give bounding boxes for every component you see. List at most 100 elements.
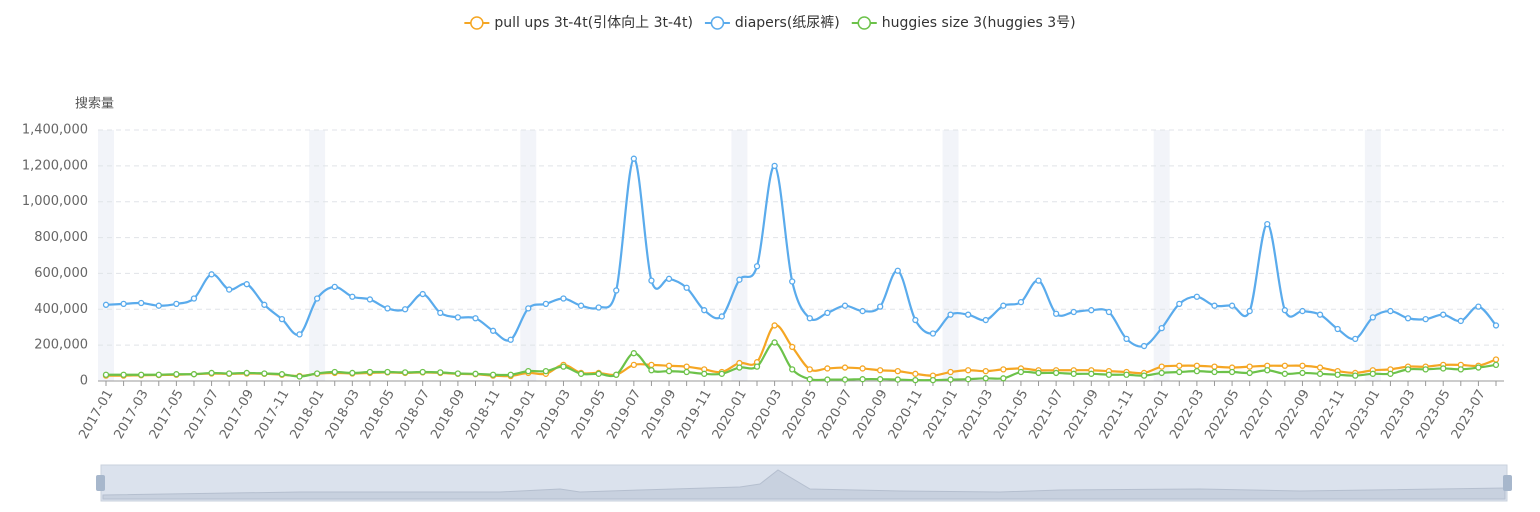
data-point [1264, 367, 1271, 374]
data-point [1211, 302, 1218, 309]
data-point [296, 331, 303, 338]
x-tick-label: 2023-05 [1414, 387, 1454, 442]
x-tick-label: 2021-03 [956, 387, 996, 442]
data-point [489, 327, 497, 334]
data-point [1193, 367, 1201, 375]
data-point [226, 370, 233, 377]
data-point [1070, 308, 1077, 316]
x-tick-label: 2022-01 [1132, 387, 1172, 442]
data-point [155, 371, 162, 378]
data-point [1281, 362, 1289, 369]
x-tick-label: 2023-07 [1449, 387, 1489, 442]
data-point [1193, 293, 1201, 300]
data-point [736, 276, 743, 283]
data-point [1492, 356, 1500, 363]
y-tick-label: 0 [80, 374, 88, 389]
data-point [947, 376, 954, 383]
x-tick-label: 2022-11 [1308, 387, 1348, 442]
data-point [1017, 368, 1025, 376]
x-tick-label: 2017-09 [217, 387, 257, 442]
data-point [718, 370, 725, 377]
data-point [648, 367, 655, 374]
x-tick-label: 2022-05 [1202, 387, 1242, 442]
data-point [472, 315, 479, 322]
y-axis-title: 搜索量 [75, 97, 114, 112]
data-point [1281, 307, 1289, 314]
data-point [1352, 372, 1359, 379]
data-point [771, 162, 778, 170]
data-point [1475, 303, 1482, 310]
x-tick-label: 2018-11 [463, 387, 503, 442]
x-tick-label: 2017-07 [182, 387, 222, 442]
data-point [1158, 363, 1165, 370]
data-zoom-slider [96, 464, 1512, 502]
data-point [718, 313, 725, 320]
data-point [261, 370, 268, 377]
slider-handle[interactable] [96, 475, 105, 491]
data-point [1440, 365, 1447, 372]
data-point [912, 370, 919, 377]
data-point [1158, 369, 1165, 377]
data-point [965, 376, 972, 383]
data-point [507, 371, 514, 378]
data-point [947, 311, 954, 318]
x-tick-label: 2018-05 [358, 387, 398, 442]
data-point [912, 376, 919, 384]
data-point [243, 281, 250, 288]
data-point [982, 316, 989, 324]
legend-item[interactable]: diapers(纸尿裤) [704, 15, 840, 31]
data-point [1246, 369, 1253, 377]
data-point [824, 376, 831, 383]
y-tick-label: 800,000 [34, 230, 88, 245]
data-point [1299, 362, 1306, 369]
data-point [683, 284, 690, 291]
y-tick-label: 1,400,000 [22, 123, 88, 138]
data-point [683, 368, 690, 376]
x-tick-label: 2020-09 [851, 387, 891, 442]
data-point [102, 301, 110, 308]
year-band [942, 130, 959, 381]
year-band [1364, 130, 1381, 381]
legend-label: pull ups 3t-4t(引体向上 3t-4t) [494, 15, 693, 31]
data-point [1140, 372, 1148, 379]
data-point [841, 376, 849, 383]
data-point [173, 300, 180, 308]
data-point [1316, 370, 1324, 377]
x-tick-label: 2019-05 [569, 387, 609, 442]
data-point [1492, 322, 1500, 329]
data-point [683, 363, 690, 370]
data-point [1246, 363, 1253, 370]
slider-handle[interactable] [1503, 475, 1512, 491]
data-point [595, 304, 602, 311]
data-point [859, 365, 866, 372]
data-point [1088, 307, 1095, 314]
data-point [1299, 307, 1306, 315]
data-point [1369, 314, 1376, 321]
data-point [736, 364, 743, 371]
legend-item[interactable]: huggies size 3(huggies 3号) [851, 15, 1076, 31]
data-point [841, 364, 849, 371]
data-point [1492, 361, 1500, 369]
data-point [261, 301, 268, 308]
data-point [665, 275, 673, 282]
data-point [437, 309, 444, 317]
x-tick-label: 2019-07 [604, 387, 644, 442]
data-point [665, 367, 673, 375]
data-point [313, 370, 321, 377]
data-point [648, 361, 655, 369]
x-tick-label: 2022-07 [1238, 387, 1278, 442]
legend-item[interactable]: pull ups 3t-4t(引体向上 3t-4t) [464, 15, 693, 31]
data-point [190, 295, 198, 302]
x-tick-label: 2023-03 [1378, 387, 1418, 442]
x-tick-label: 2019-03 [534, 387, 574, 442]
x-tick-label: 2020-05 [780, 387, 820, 442]
x-tick-label: 2020-07 [815, 387, 855, 442]
x-tick-label: 2021-05 [991, 387, 1031, 442]
data-point [1457, 317, 1464, 325]
data-point [789, 278, 796, 285]
data-point [349, 293, 356, 300]
data-point [630, 350, 637, 357]
legend-label: huggies size 3(huggies 3号) [882, 15, 1076, 31]
data-point [1387, 370, 1394, 377]
